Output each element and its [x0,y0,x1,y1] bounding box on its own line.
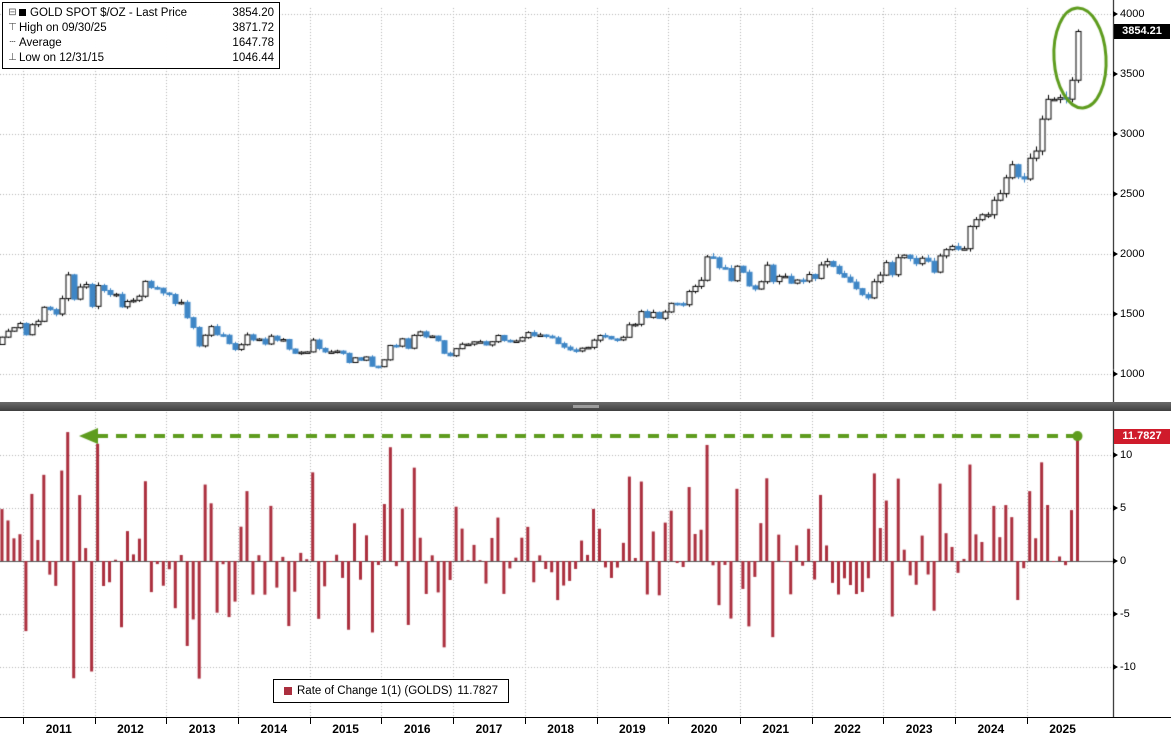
legend-value: 1046.44 [232,51,274,64]
x-year-tick [381,718,382,724]
x-year-label: 2020 [690,722,718,736]
x-year-tick [166,718,167,724]
high-marker-icon: ⊤ [8,22,17,33]
y-tick-label: -10 [1113,661,1136,673]
x-year-tick [883,718,884,724]
legend-row-high: ⊤ High on 09/30/25 3871.72 [6,20,274,35]
roc-value-tag: 11.7827 [1114,429,1170,444]
x-year-label: 2014 [260,722,288,736]
y-tick-label: 3500 [1113,68,1144,80]
x-year-label: 2022 [834,722,861,736]
legend-label: Average [19,36,62,49]
x-year-label: 2018 [547,722,575,736]
x-year-label: 2019 [619,722,646,736]
x-year-label: 2025 [1049,722,1076,736]
legend-value: 3871.72 [232,21,274,34]
roc-legend: Rate of Change 1(1) (GOLDS) 11.7827 [273,679,510,703]
x-year-label: 2021 [762,722,790,736]
y-tick-label: 2000 [1113,248,1144,260]
y-tick-label: -5 [1113,608,1130,620]
x-year-label: 2023 [905,722,933,736]
panel-splitter-handle[interactable] [573,405,599,408]
x-year-tick [23,718,24,724]
legend-row-low: ⊥ Low on 12/31/15 1046.44 [6,50,274,65]
last-price-tag: 3854.21 [1114,24,1170,39]
x-year-tick [955,718,956,724]
legend-row-average: ┄ Average 1647.78 [6,35,274,50]
y-tick-label: 3000 [1113,128,1144,140]
legend-label: High on 09/30/25 [19,21,107,34]
x-year-tick [1027,718,1028,724]
y-tick-label: 0 [1113,555,1126,567]
legend-label: Low on 12/31/15 [19,51,105,64]
x-year-label: 2024 [977,722,1005,736]
x-year-tick [310,718,311,724]
x-year-tick [95,718,96,724]
tick-arrow-icon [1113,251,1118,257]
legend-value: 1647.78 [232,36,274,49]
x-year-label: 2017 [475,722,503,736]
x-year-tick [740,718,741,724]
x-year-tick [238,718,239,724]
y-tick-label: 10 [1113,449,1132,461]
x-axis-band: 2011 2012 2013 2014 2015 2016 2017 2018 2019 2020… [0,717,1171,739]
tick-arrow-icon [1113,452,1118,458]
tick-arrow-icon [1113,505,1118,511]
collapse-box-icon[interactable]: ⊟ [8,7,17,18]
x-year-tick [597,718,598,724]
legend-row-last-price[interactable]: ⊟ GOLD SPOT $/OZ - Last Price 3854.20 [6,5,274,20]
tick-arrow-icon [1113,664,1118,670]
tick-arrow-icon [1113,191,1118,197]
tick-arrow-icon [1113,371,1118,377]
tick-arrow-icon [1113,131,1118,137]
x-year-tick [812,718,813,724]
tick-arrow-icon [1113,558,1118,564]
roc-legend-value: 11.7827 [457,685,499,697]
roc-legend-label: Rate of Change 1(1) (GOLDS) [297,685,453,697]
roc-series-icon [284,687,292,695]
average-line-icon: ┄ [9,37,16,48]
tick-arrow-icon [1113,11,1118,17]
y-tick-label: 2500 [1113,188,1144,200]
y-tick-label: 1500 [1113,308,1144,320]
legend-label: GOLD SPOT $/OZ - Last Price [30,6,187,19]
y-tick-label: 1000 [1113,368,1144,380]
x-year-label: 2016 [403,722,431,736]
price-legend: ⊟ GOLD SPOT $/OZ - Last Price 3854.20 ⊤ … [2,2,280,69]
tick-arrow-icon [1113,311,1118,317]
low-marker-icon: ⊥ [8,52,17,63]
panel-splitter [0,402,1171,411]
x-year-tick [525,718,526,724]
y-tick-label: 4000 [1113,8,1144,20]
x-year-tick [453,718,454,724]
y-tick-label: 5 [1113,502,1126,514]
candlestick-series-icon [19,9,26,16]
tick-arrow-icon [1113,611,1118,617]
tick-arrow-icon [1113,71,1118,77]
x-year-label: 2011 [45,722,72,736]
legend-value: 3854.20 [232,6,274,19]
x-year-label: 2015 [332,722,359,736]
x-year-tick [668,718,669,724]
x-year-label: 2012 [117,722,144,736]
x-year-label: 2013 [188,722,216,736]
